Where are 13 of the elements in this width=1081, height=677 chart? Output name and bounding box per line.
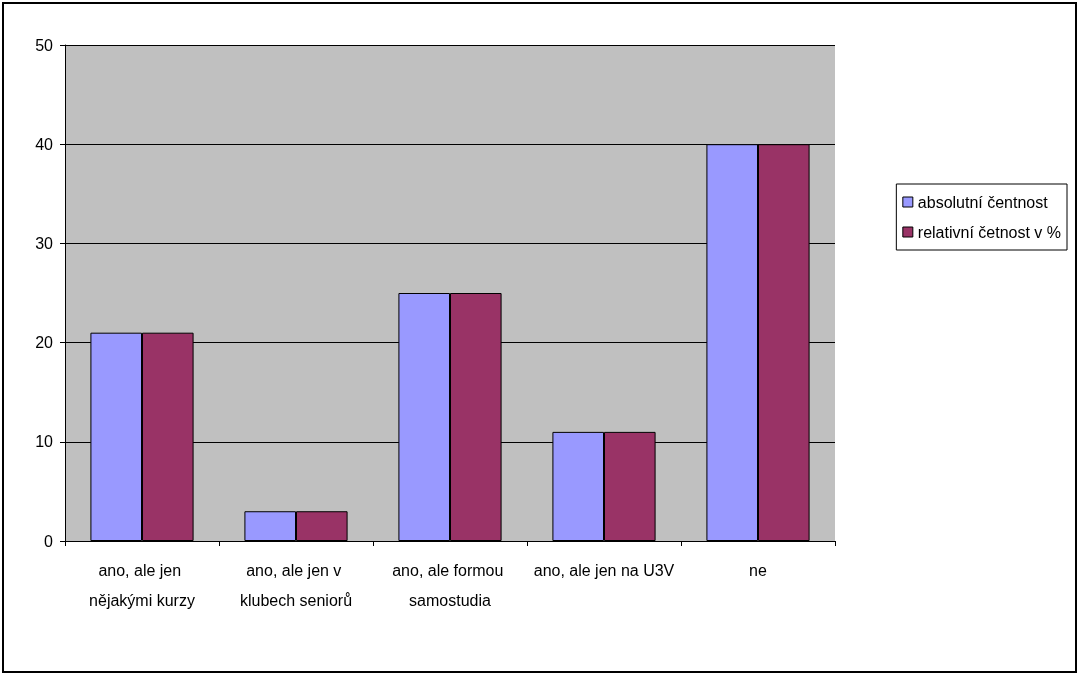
y-tick-label: 20 <box>35 334 54 352</box>
x-tick-label: ne <box>749 561 767 579</box>
y-tick-label: 10 <box>35 433 54 451</box>
x-tick-label: ano, ale jen v klubech seniorů <box>239 561 353 609</box>
x-tick-label: ano, ale formou samostudia <box>392 561 508 609</box>
x-tick-label: ano, ale jen nějakými kurzy <box>89 561 195 609</box>
legend-label: relativní četnost v % <box>917 223 1061 241</box>
x-tick-label: ano, ale jen na U3V <box>533 561 675 579</box>
y-tick-label: 40 <box>35 135 54 153</box>
legend-label: absolutní čentnost <box>917 193 1049 211</box>
y-tick-label: 0 <box>44 532 54 550</box>
y-tick-label: 50 <box>35 36 54 54</box>
y-tick-label: 30 <box>35 234 54 252</box>
